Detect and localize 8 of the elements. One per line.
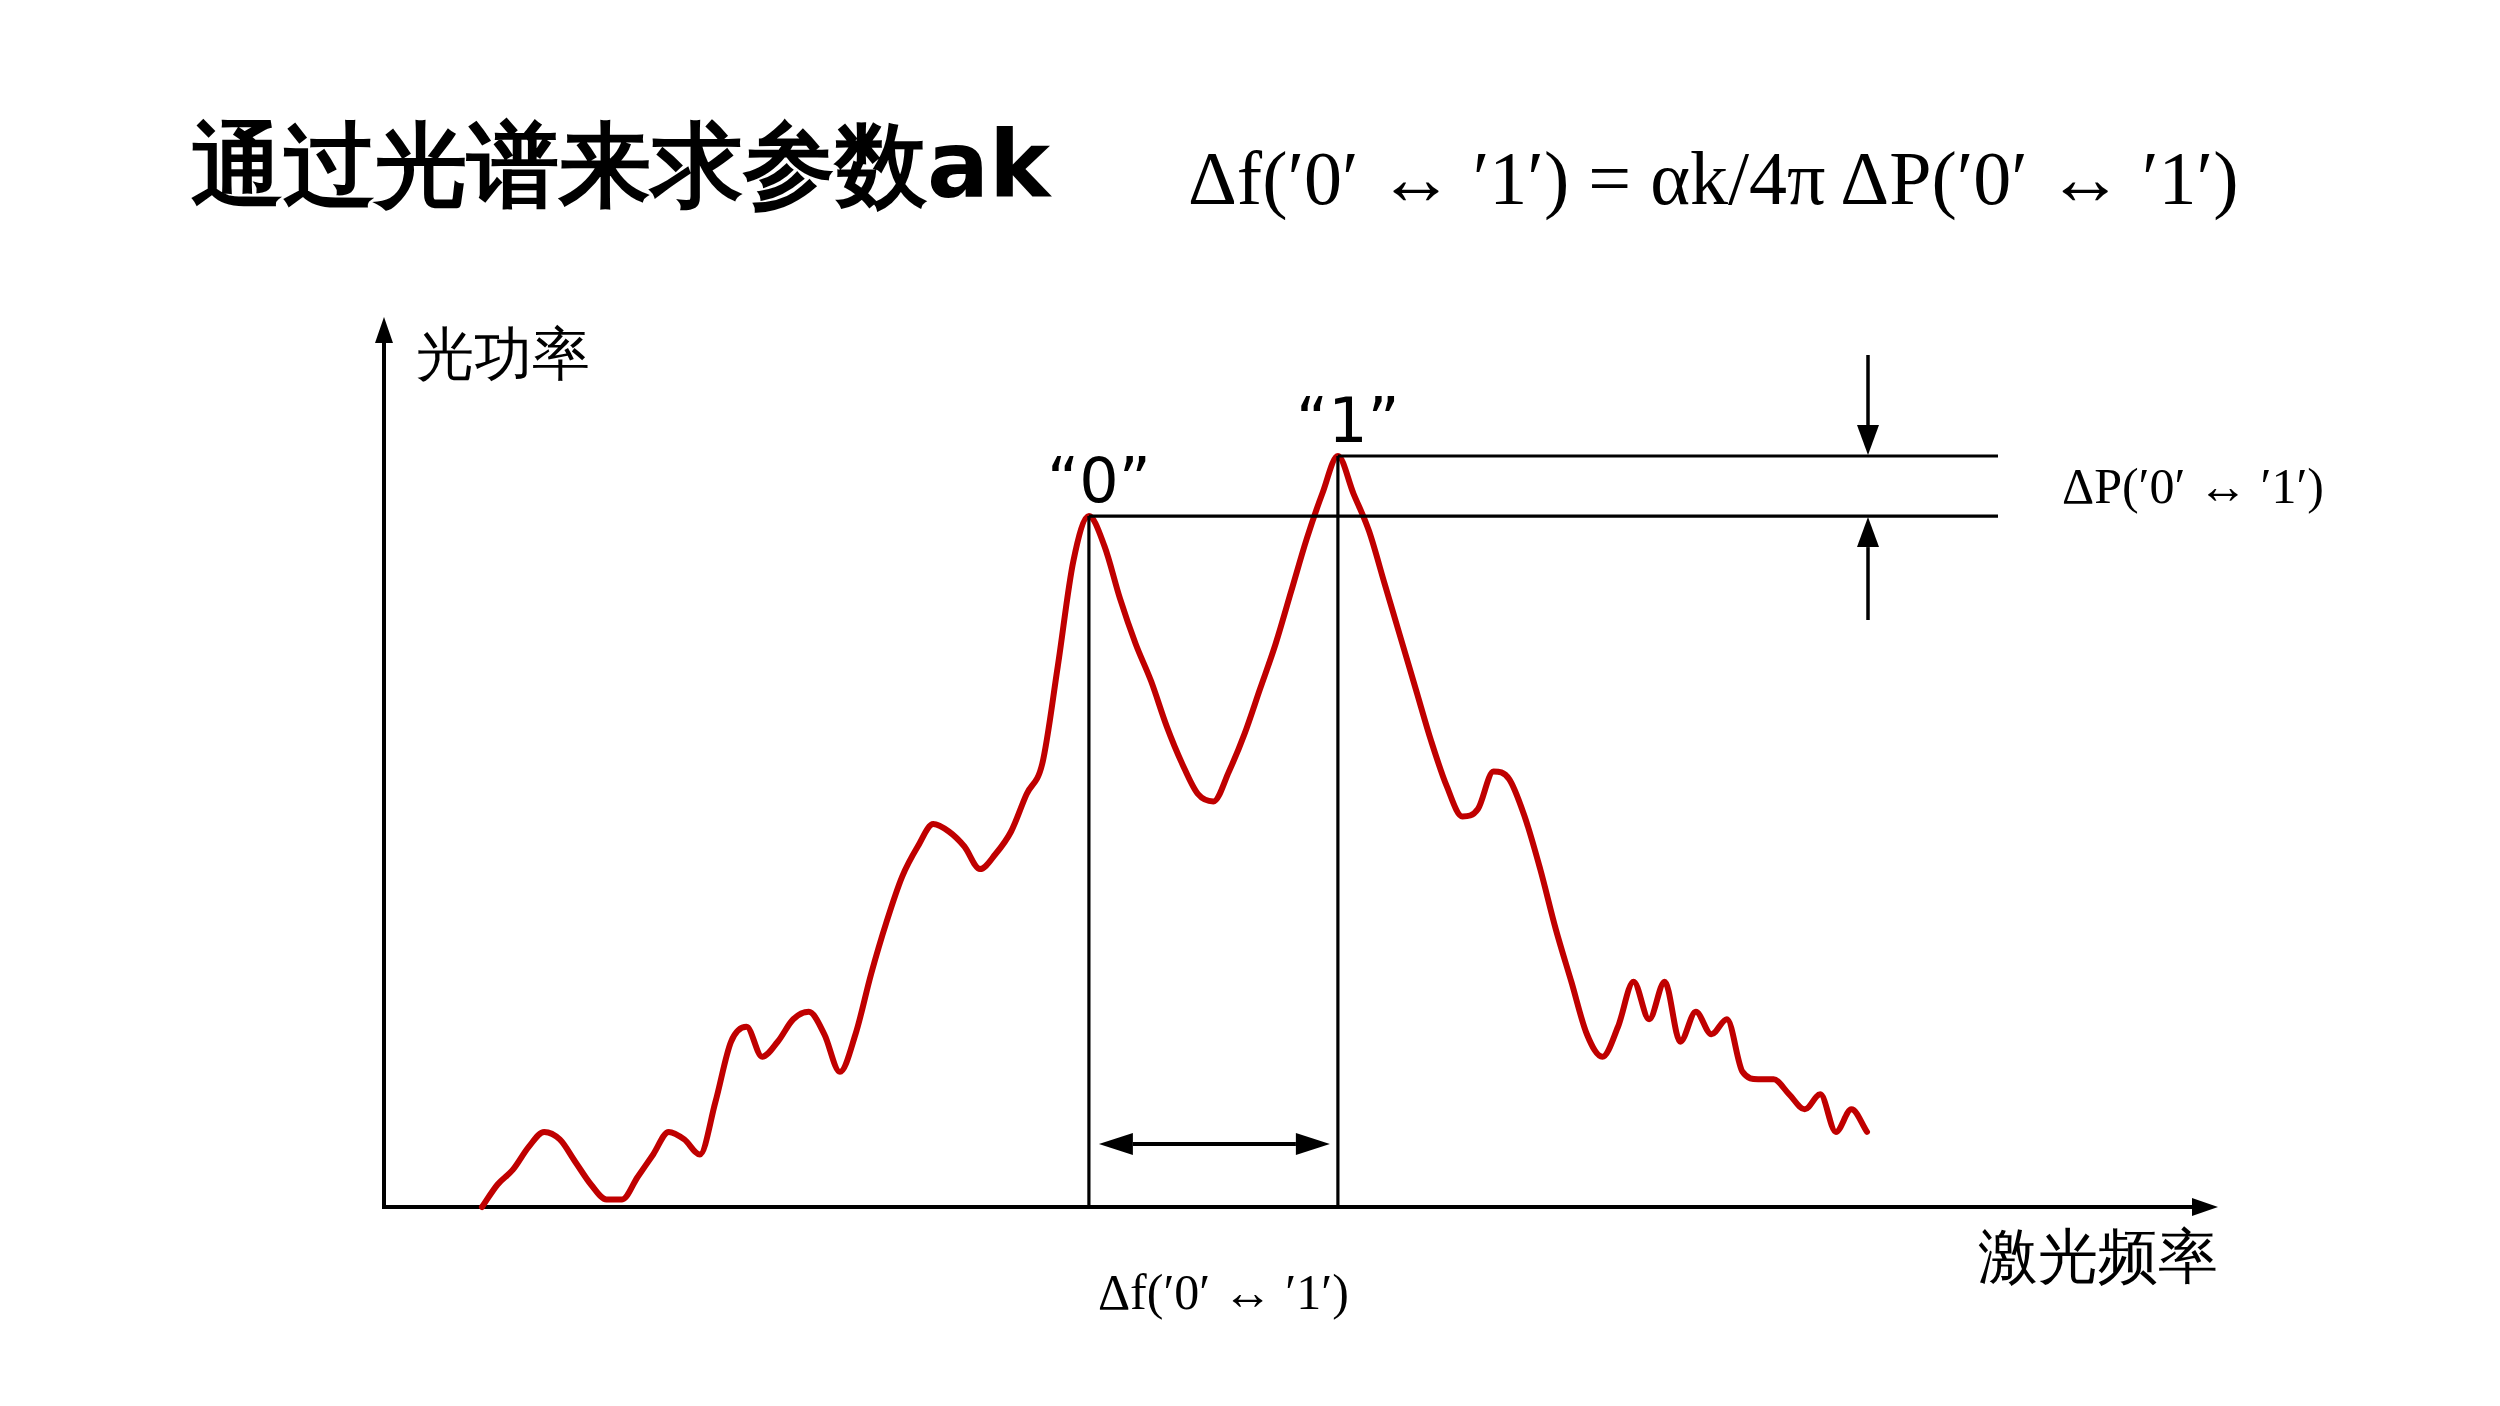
text: Δf(′0′ ↔ ′1′)	[1097, 1264, 1349, 1320]
annotation: “1”	[1296, 384, 1400, 457]
chart-title: 通过光谱来求参数ak	[191, 112, 1053, 219]
y-axis-title: 光功率	[416, 320, 590, 388]
text: Δf(′0′ ↔ ′1′) = αk/4π ΔP(′0′ ↔ ′1′)	[1188, 136, 2239, 221]
x-axis-title: 激光频率	[1978, 1221, 2218, 1291]
text: ΔP(′0′ ↔ ′1′)	[2062, 458, 2325, 515]
annotation: “0”	[1047, 444, 1151, 518]
